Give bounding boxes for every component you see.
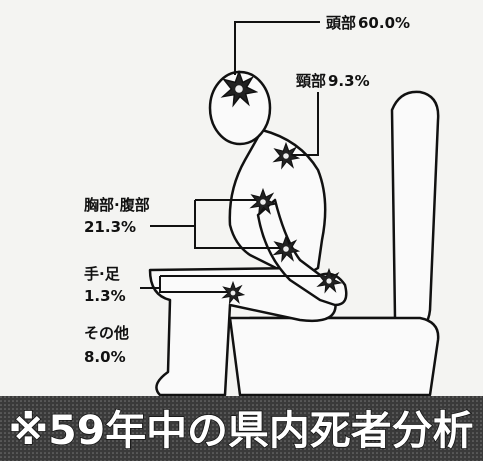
label-part: 頸部 <box>296 72 326 90</box>
label-part: 胸部·腹部 <box>84 196 150 214</box>
diagram: 頭部 60.0% 頸部 9.3% 胸部·腹部 21.3% 手·足 1.3% その… <box>0 0 483 461</box>
label-value: 1.3% <box>84 287 126 305</box>
label-value: 60.0% <box>358 14 410 32</box>
label-part: 頭部 <box>326 14 356 32</box>
label-part: 手·足 <box>84 265 121 283</box>
footer-text: ※59年中の県内死者分析 <box>9 408 474 454</box>
page: {"labels": [ {"part": "頭部", "value": "60… <box>0 0 483 461</box>
chair-seat <box>230 318 438 395</box>
label-value: 21.3% <box>84 218 136 236</box>
label-part: その他 <box>84 324 129 342</box>
label-value: 8.0% <box>84 348 126 366</box>
leader-line <box>235 22 320 75</box>
label-value: 9.3% <box>328 72 370 90</box>
